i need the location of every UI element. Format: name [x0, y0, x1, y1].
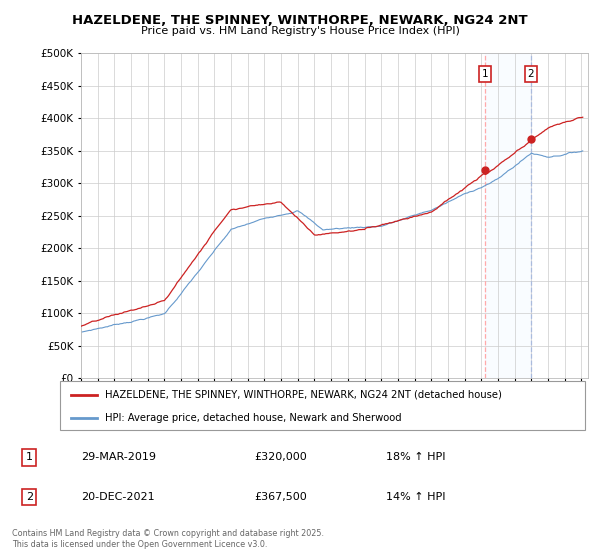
Text: HAZELDENE, THE SPINNEY, WINTHORPE, NEWARK, NG24 2NT: HAZELDENE, THE SPINNEY, WINTHORPE, NEWAR…: [72, 14, 528, 27]
FancyBboxPatch shape: [60, 381, 585, 430]
Text: 2: 2: [26, 492, 33, 502]
Text: 20-DEC-2021: 20-DEC-2021: [81, 492, 155, 502]
Bar: [485, 53, 531, 378]
Text: 29-MAR-2019: 29-MAR-2019: [81, 452, 156, 462]
Text: £367,500: £367,500: [254, 492, 307, 502]
Text: HPI: Average price, detached house, Newark and Sherwood: HPI: Average price, detached house, Newa…: [104, 413, 401, 423]
Text: £320,000: £320,000: [254, 452, 307, 462]
Text: HAZELDENE, THE SPINNEY, WINTHORPE, NEWARK, NG24 2NT (detached house): HAZELDENE, THE SPINNEY, WINTHORPE, NEWAR…: [104, 390, 502, 400]
Text: Price paid vs. HM Land Registry's House Price Index (HPI): Price paid vs. HM Land Registry's House …: [140, 26, 460, 36]
Text: 1: 1: [482, 69, 488, 79]
Text: 18% ↑ HPI: 18% ↑ HPI: [386, 452, 446, 462]
Text: Contains HM Land Registry data © Crown copyright and database right 2025.
This d: Contains HM Land Registry data © Crown c…: [12, 529, 324, 549]
Text: 1: 1: [26, 452, 33, 462]
Text: 14% ↑ HPI: 14% ↑ HPI: [386, 492, 446, 502]
Text: 2: 2: [527, 69, 534, 79]
